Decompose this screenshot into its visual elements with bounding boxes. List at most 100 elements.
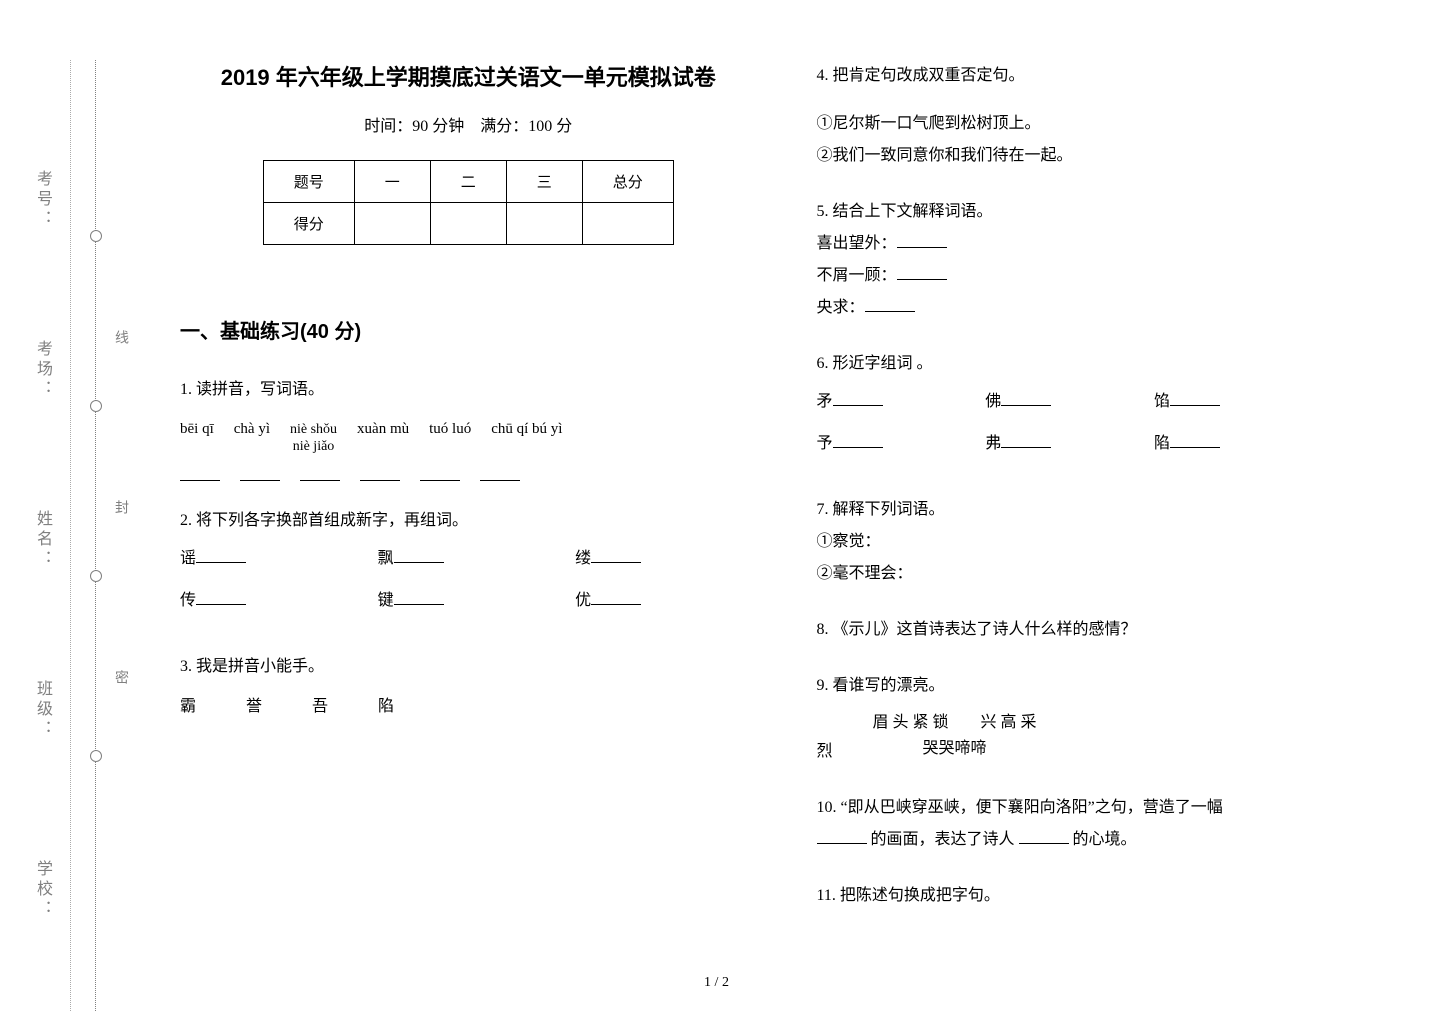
th-3: 三	[506, 161, 582, 203]
question-2: 2. 将下列各字换部首组成新字，再组词。 谣 飘 缕 传 键 优	[180, 505, 757, 627]
name-label: 姓名：	[30, 510, 54, 570]
q9-grid: 眉 头 紧 锁 兴 高 采 哭哭啼啼	[873, 710, 1037, 761]
q2-row2: 传 键 优	[180, 585, 641, 617]
blank	[240, 462, 280, 481]
q10-text: 10. “即从巴峡穿巫峡，便下襄阳向洛阳”之句，营造了一幅	[817, 799, 1223, 816]
question-11: 11. 把陈述句换成把字句。	[817, 880, 1394, 912]
q9-left: 烈	[817, 736, 833, 768]
question-8: 8. 《示儿》这首诗表达了诗人什么样的感情？	[817, 614, 1394, 646]
score-3	[506, 203, 582, 245]
q1-pinyin-row: bēi qī chà yì niè shǒu niè jiǎo xuàn mù …	[180, 414, 757, 456]
q2-char-6: 优	[575, 592, 591, 609]
question-9: 9. 看谁写的漂亮。 烈 眉 头 紧 锁 兴 高 采 哭哭啼啼	[817, 670, 1394, 768]
q1-text: 1. 读拼音，写词语。	[180, 374, 757, 406]
circle-marker-1	[90, 230, 102, 242]
pinyin-1: bēi qī	[180, 414, 214, 444]
q5-item-3: 央求：	[817, 299, 865, 316]
q4-line-2: ②我们一致同意你和我们待在一起。	[817, 140, 1394, 172]
question-7: 7. 解释下列词语。 ①察觉： ②毫不理会：	[817, 494, 1394, 590]
question-3: 3. 我是拼音小能手。 霸 誉 吾 陷	[180, 651, 757, 723]
question-1: 1. 读拼音，写词语。 bēi qī chà yì niè shǒu niè j…	[180, 374, 757, 481]
section-1-heading: 一、基础练习(40 分)	[180, 315, 757, 344]
circle-marker-4	[90, 750, 102, 762]
q3-char-3: 吾	[312, 691, 328, 723]
blank	[394, 586, 444, 605]
q9-text: 9. 看谁写的漂亮。	[817, 670, 1394, 702]
q3-char-1: 霸	[180, 691, 196, 723]
q6-r2-2: 弗	[985, 435, 1001, 452]
blank	[420, 462, 460, 481]
blank	[180, 462, 220, 481]
th-1: 一	[354, 161, 430, 203]
page-subtitle: 时间：90 分钟 满分：100 分	[180, 112, 757, 136]
exam-room-label: 考场：	[30, 340, 54, 400]
th-total: 总分	[582, 161, 673, 203]
pinyin-2: chà yì	[234, 414, 270, 444]
q11-text: 11. 把陈述句换成把字句。	[817, 880, 1394, 912]
q2-char-1: 谣	[180, 550, 196, 567]
right-column: 4. 把肯定句改成双重否定句。 ①尼尔斯一口气爬到松树顶上。 ②我们一致同意你和…	[817, 60, 1394, 971]
page-title: 2019 年六年级上学期摸底过关语文一单元模拟试卷	[180, 60, 757, 92]
pinyin-3b: niè jiǎo	[293, 439, 335, 456]
q9-line1: 眉 头 紧 锁 兴 高 采	[873, 710, 1037, 736]
q2-row1: 谣 飘 缕	[180, 543, 641, 575]
page-number: 1 / 2	[704, 975, 729, 991]
score-2	[430, 203, 506, 245]
q2-char-2: 飘	[378, 550, 394, 567]
q6-row2: 予 弗 陷	[817, 428, 1221, 460]
blank	[833, 429, 883, 448]
q6-r1-2: 佛	[985, 393, 1001, 410]
q9-block: 烈 眉 头 紧 锁 兴 高 采 哭哭啼啼	[817, 710, 1394, 768]
q6-text: 6. 形近字组词 。	[817, 348, 1394, 380]
q2-char-5: 键	[378, 592, 394, 609]
class-label: 班级：	[30, 680, 54, 740]
q3-char-4: 陷	[378, 691, 394, 723]
pinyin-6: chū qí bú yì	[491, 414, 562, 444]
exam-id-label: 考号：	[30, 170, 54, 230]
blank	[394, 544, 444, 563]
q1-blanks	[180, 462, 757, 481]
q2-text: 2. 将下列各字换部首组成新字，再组词。	[180, 505, 757, 537]
blank	[360, 462, 400, 481]
question-5: 5. 结合上下文解释词语。 喜出望外： 不屑一顾： 央求：	[817, 196, 1394, 324]
left-column: 2019 年六年级上学期摸底过关语文一单元模拟试卷 时间：90 分钟 满分：10…	[180, 60, 757, 971]
blank	[1170, 387, 1220, 406]
question-6: 6. 形近字组词 。 矛 佛 馅 予 弗 陷	[817, 348, 1394, 470]
score-label: 得分	[263, 203, 354, 245]
pinyin-4: xuàn mù	[357, 414, 409, 444]
blank	[1170, 429, 1220, 448]
dotted-line-inner	[70, 60, 71, 1011]
q6-r2-1: 予	[817, 435, 833, 452]
q6-row1: 矛 佛 馅	[817, 386, 1221, 418]
q2-char-3: 缕	[575, 550, 591, 567]
blank	[300, 462, 340, 481]
q5-item-1: 喜出望外：	[817, 235, 897, 252]
q7-line-1: ①察觉：	[817, 526, 1394, 558]
blank	[591, 586, 641, 605]
blank	[196, 544, 246, 563]
pinyin-5: tuó luó	[429, 414, 471, 444]
q5-item-2: 不屑一顾：	[817, 267, 897, 284]
pinyin-3-stack: niè shǒu niè jiǎo	[290, 422, 337, 456]
score-total	[582, 203, 673, 245]
q6-r1-1: 矛	[817, 393, 833, 410]
blank	[865, 293, 915, 312]
blank	[480, 462, 520, 481]
main-content: 2019 年六年级上学期摸底过关语文一单元模拟试卷 时间：90 分钟 满分：10…	[180, 60, 1393, 971]
q2-char-4: 传	[180, 592, 196, 609]
blank	[833, 387, 883, 406]
q3-text: 3. 我是拼音小能手。	[180, 651, 757, 683]
q6-r1-3: 馅	[1154, 393, 1170, 410]
score-1	[354, 203, 430, 245]
seal-label-1: 线	[110, 330, 130, 344]
q3-chars: 霸 誉 吾 陷	[180, 691, 757, 723]
blank	[591, 544, 641, 563]
blank	[1001, 387, 1051, 406]
sidebar-labels: 学校： 班级： 姓名： 考场： 考号：	[30, 0, 70, 1011]
q8-text: 8. 《示儿》这首诗表达了诗人什么样的感情？	[817, 614, 1394, 646]
blank	[196, 586, 246, 605]
q3-char-2: 誉	[246, 691, 262, 723]
q10-text2b: 的心境。	[1073, 831, 1137, 848]
q7-line-2: ②毫不理会：	[817, 558, 1394, 590]
score-table: 题号 一 二 三 总分 得分	[263, 160, 674, 245]
